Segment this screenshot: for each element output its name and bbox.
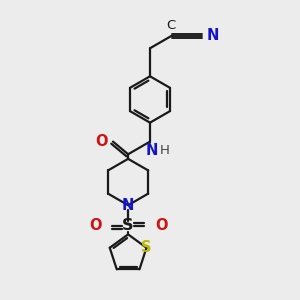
Text: C: C — [166, 19, 175, 32]
Text: N: N — [122, 198, 134, 213]
Text: O: O — [95, 134, 108, 149]
Text: N: N — [145, 143, 158, 158]
Text: S: S — [141, 240, 152, 255]
Text: O: O — [89, 218, 101, 233]
Text: N: N — [207, 28, 219, 43]
Text: O: O — [155, 218, 167, 233]
Text: S: S — [122, 218, 134, 233]
Text: H: H — [160, 144, 170, 157]
